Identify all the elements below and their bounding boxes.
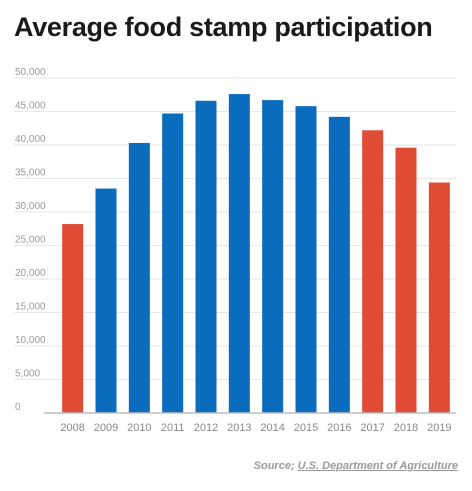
bar-2008 <box>62 224 84 413</box>
bar-2017 <box>362 130 384 413</box>
y-tick-label: 40,000 <box>15 134 46 145</box>
x-tick-label: 2018 <box>394 422 418 434</box>
source-prefix: Source; <box>253 460 298 472</box>
y-tick-label: 0 <box>15 402 21 413</box>
bar-2015 <box>295 106 317 413</box>
x-tick-label: 2010 <box>127 422 151 434</box>
y-tick-labels: 0 5,000 10,000 15,000 20,000 25,000 30,000 35,0… <box>15 67 46 413</box>
source-link[interactable]: U.S. Department of Agriculture <box>297 460 458 472</box>
x-tick-label: 2008 <box>60 422 84 434</box>
bar-2019 <box>428 182 450 413</box>
y-tick-label: 15,000 <box>15 302 46 313</box>
bars <box>62 94 450 414</box>
bar-2012 <box>195 100 217 413</box>
x-tick-label: 2009 <box>94 422 118 434</box>
source-note: Source; U.S. Department of Agriculture <box>254 460 458 472</box>
x-tick-label: 2011 <box>161 422 185 434</box>
y-tick-label: 20,000 <box>15 268 46 279</box>
bar-2018 <box>395 147 417 413</box>
y-tick-label: 10,000 <box>15 335 46 346</box>
x-tick-label: 2013 <box>227 422 251 434</box>
x-tick-label: 2019 <box>427 422 451 434</box>
y-tick-label: 25,000 <box>15 235 46 246</box>
bar-2014 <box>262 100 284 414</box>
x-tick-labels: 2008 2009 2010 2011 2012 2013 2014 2015 2016 2017… <box>60 422 451 434</box>
y-tick-label: 45,000 <box>15 101 46 112</box>
y-tick-label: 35,000 <box>15 168 46 179</box>
x-tick-label: 2014 <box>260 422 284 434</box>
bar-2011 <box>162 113 184 413</box>
chart-title: Average food stamp participation <box>14 12 433 42</box>
bar-2009 <box>95 188 117 413</box>
y-tick-label: 30,000 <box>15 201 46 212</box>
y-tick-label: 5,000 <box>15 369 40 380</box>
bar-2013 <box>228 94 250 413</box>
x-tick-label: 2012 <box>194 422 218 434</box>
x-tick-label: 2017 <box>360 422 384 434</box>
x-tick-label: 2016 <box>327 422 351 434</box>
x-tick-label: 2015 <box>294 422 318 434</box>
bar-2016 <box>328 116 350 414</box>
bar-2010 <box>128 142 150 414</box>
y-tick-label: 50,000 <box>15 67 46 78</box>
